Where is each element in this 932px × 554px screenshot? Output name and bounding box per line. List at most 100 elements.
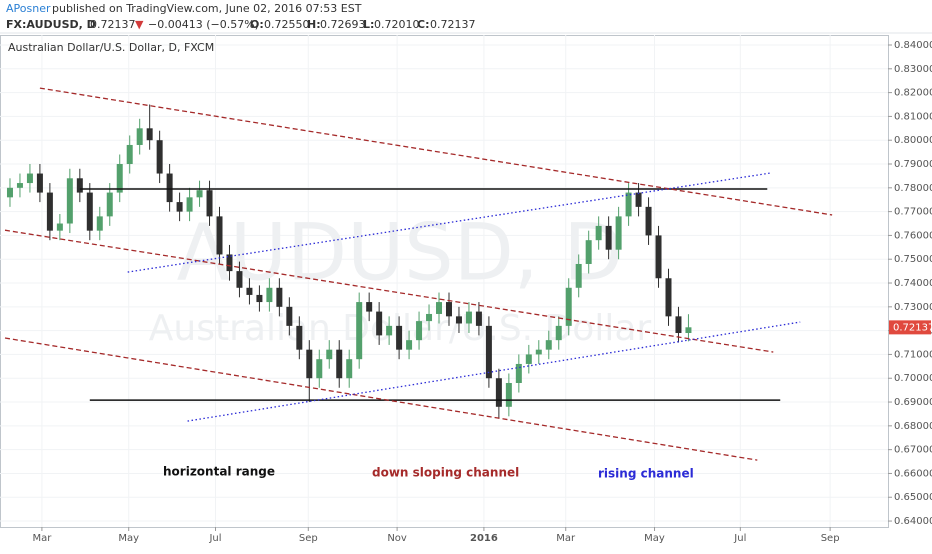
candle-body — [176, 202, 183, 212]
candle-body — [515, 363, 522, 383]
y-tick-label: 0.82000 — [894, 88, 932, 99]
candle-body — [36, 173, 43, 193]
candle-body — [495, 378, 502, 407]
candle-body — [206, 190, 213, 217]
candle-body — [386, 325, 393, 336]
candle-body — [565, 287, 572, 326]
open-label: O: — [250, 18, 264, 31]
y-tick-label: 0.71000 — [894, 349, 932, 360]
candle-body — [6, 187, 13, 198]
candle-body — [366, 302, 373, 312]
candle-body — [336, 349, 343, 379]
candle-body — [575, 263, 582, 288]
candle-body — [26, 173, 33, 184]
x-tick-label: Mar — [32, 533, 52, 544]
x-tick-label: Jul — [208, 533, 221, 544]
candle-body — [196, 190, 203, 198]
x-tick-label: Mar — [556, 533, 576, 544]
y-tick-label: 0.83000 — [894, 64, 932, 75]
trend-line — [4, 337, 758, 461]
candle-body — [655, 235, 662, 279]
candle-body — [436, 302, 443, 314]
candle-body — [545, 340, 552, 350]
y-tick-label: 0.68000 — [894, 421, 932, 432]
candle-body — [236, 271, 243, 288]
low-label: L: — [363, 18, 374, 31]
last-price-label: 0.72137 — [893, 322, 932, 333]
candle-body — [116, 164, 123, 193]
x-tick-label: Jul — [733, 533, 746, 544]
candle-body — [505, 382, 512, 407]
y-tick-label: 0.66000 — [894, 468, 932, 479]
watermark: AUDUSD, D — [177, 208, 624, 298]
x-tick-label: Sep — [299, 533, 318, 544]
candle-body — [416, 321, 423, 341]
y-tick-label: 0.74000 — [894, 278, 932, 289]
candle-body — [645, 206, 652, 236]
candle-body — [525, 354, 532, 364]
y-tick-label: 0.69000 — [894, 397, 932, 408]
candle-body — [216, 216, 223, 255]
candle-body — [126, 144, 133, 165]
y-tick-label: 0.84000 — [894, 40, 932, 51]
candle-body — [426, 313, 433, 322]
candle-body — [635, 192, 642, 207]
candle-body — [136, 128, 143, 145]
down-arrow: ▼ — [135, 18, 144, 31]
candle-body — [326, 349, 333, 360]
x-tick-label: Sep — [821, 533, 840, 544]
candle-body — [685, 327, 692, 334]
close: 0.72137 — [430, 18, 476, 31]
x-tick-label: 2016 — [470, 533, 498, 544]
candle-body — [376, 311, 383, 336]
candle-body — [356, 302, 363, 360]
chart-title: Australian Dollar/U.S. Dollar, D, FXCM — [8, 41, 214, 54]
candle-body — [675, 316, 682, 334]
candle-body — [256, 294, 263, 303]
author[interactable]: APosner — [6, 2, 51, 15]
candle-body — [316, 359, 323, 379]
candle-body — [475, 311, 482, 326]
last-price-box — [889, 320, 931, 335]
y-tick-label: 0.80000 — [894, 135, 932, 146]
candle-body — [665, 278, 672, 317]
y-tick-label: 0.64000 — [894, 516, 932, 527]
candle-body — [66, 178, 73, 224]
annotation: horizontal range — [163, 465, 275, 479]
candle-body — [465, 311, 472, 324]
candle-body — [96, 216, 103, 231]
candle-body — [625, 192, 632, 217]
candle-body — [555, 325, 562, 341]
y-tick-label: 0.77000 — [894, 207, 932, 218]
candle-body — [306, 349, 313, 379]
candle-body — [246, 287, 253, 295]
open: 0.72550 — [264, 18, 310, 31]
candle-body — [585, 240, 592, 264]
last: 0.72137 — [90, 18, 136, 31]
annotation: down sloping channel — [372, 466, 519, 480]
symbol: FX:AUDUSD, D — [6, 18, 96, 31]
candle-body — [56, 223, 63, 231]
y-tick-label: 0.65000 — [894, 492, 932, 503]
candle-body — [286, 306, 293, 326]
published: published on TradingView.com, June 02, 2… — [52, 2, 362, 15]
candle-body — [346, 359, 353, 379]
candle-body — [485, 325, 492, 379]
trend-line — [127, 172, 771, 273]
trend-line — [187, 321, 801, 422]
candle-body — [535, 349, 542, 355]
candle-body — [296, 325, 303, 350]
x-tick-label: May — [118, 533, 139, 544]
y-tick-label: 0.81000 — [894, 111, 932, 122]
change: −0.00413 (−0.57%) — [148, 18, 259, 31]
candle-body — [76, 178, 83, 193]
candle-body — [455, 316, 462, 324]
candle-body — [396, 325, 403, 350]
candle-body — [146, 128, 153, 141]
candle-body — [166, 173, 173, 203]
candle-body — [266, 287, 273, 303]
close-label: C: — [417, 18, 429, 31]
high: 0.72693 — [320, 18, 366, 31]
plot-frame — [0, 35, 889, 528]
